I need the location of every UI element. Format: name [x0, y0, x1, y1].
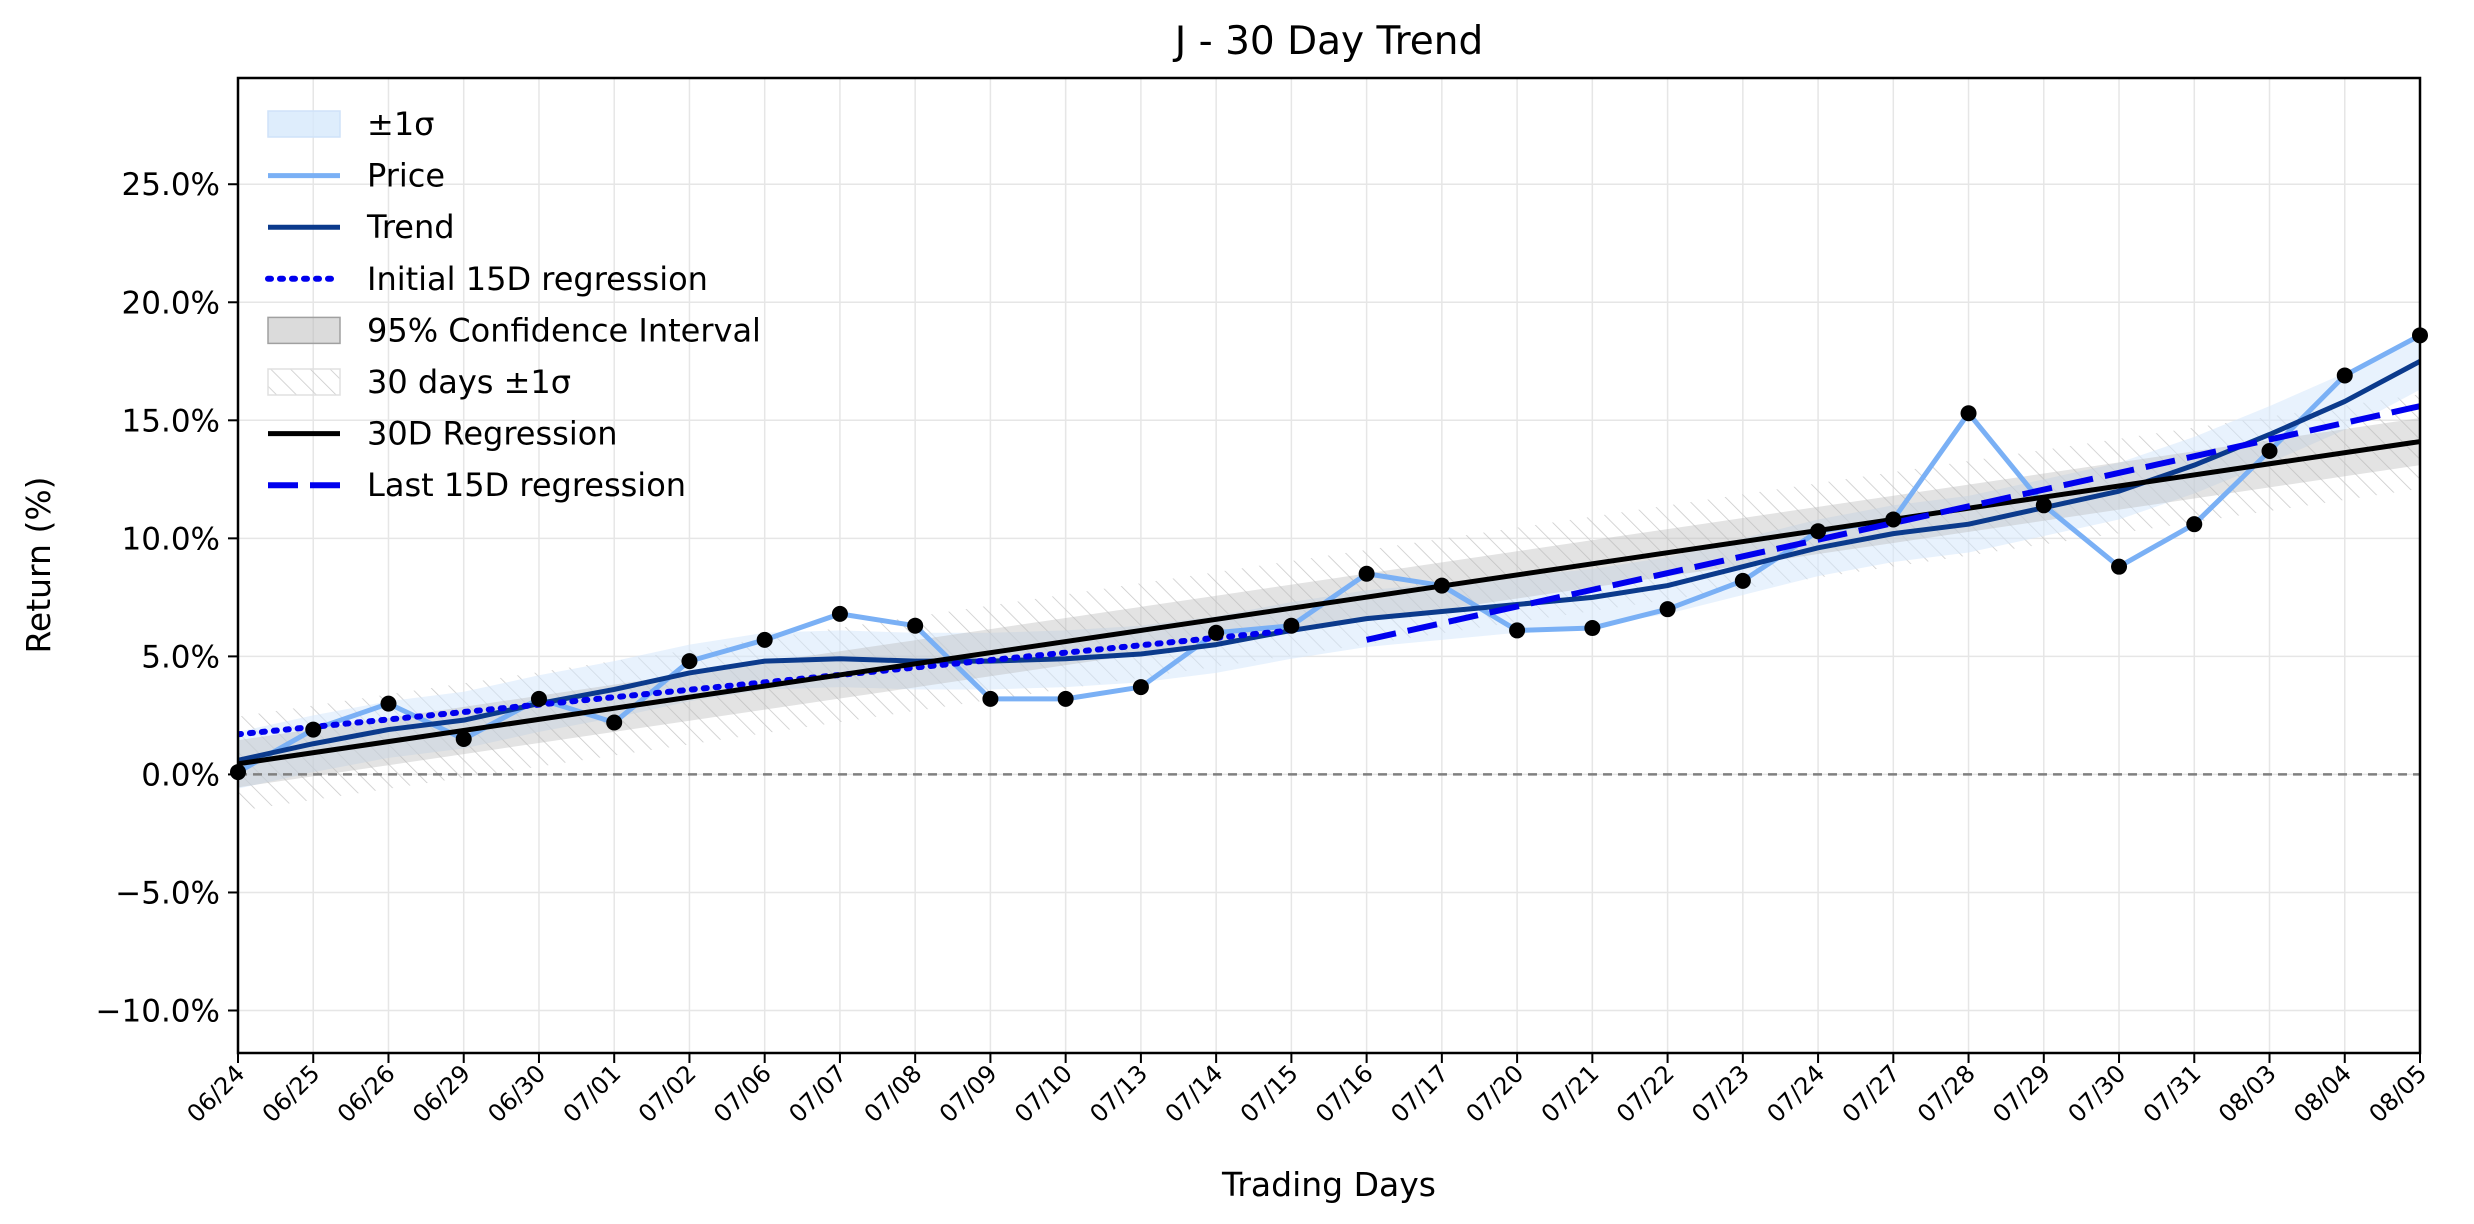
price-point — [681, 653, 698, 670]
price-points — [230, 327, 2428, 781]
grid — [237, 78, 2421, 1053]
x-tick-label: 06/29 — [407, 1059, 476, 1128]
price-point — [2186, 516, 2203, 533]
x-tick-label: 07/14 — [1160, 1059, 1229, 1128]
price-point — [1358, 565, 1375, 582]
x-tick-label: 06/25 — [257, 1059, 326, 1128]
legend-label: Initial 15D regression — [367, 260, 708, 298]
y-tick-label: 10.0% — [122, 521, 220, 557]
y-tick-label: 25.0% — [122, 167, 220, 203]
chart-title: J - 30 Day Trend — [1172, 19, 1484, 64]
x-axis-label: Trading Days — [1221, 1165, 1436, 1204]
legend-label: 95% Confidence Interval — [367, 311, 761, 349]
x-tick-label: 07/17 — [1385, 1059, 1454, 1128]
price-point — [1208, 624, 1225, 641]
price-point — [1057, 690, 1074, 707]
x-tick-label: 07/31 — [2138, 1059, 2207, 1128]
x-tick-label: 07/29 — [1987, 1059, 2056, 1128]
price-point — [1509, 622, 1526, 639]
x-tick-label: 07/16 — [1310, 1059, 1379, 1128]
price-point — [455, 731, 472, 748]
x-tick-label: 08/03 — [2213, 1059, 2282, 1128]
x-tick-label: 07/08 — [859, 1059, 928, 1128]
price-point — [1433, 577, 1450, 594]
x-tick-label: 07/20 — [1461, 1059, 1530, 1128]
legend: ±1σ Price Trend Initial 15D regression 95% C… — [265, 105, 761, 504]
legend-swatch — [267, 316, 341, 345]
price-point — [2261, 443, 2278, 460]
price-point — [907, 617, 924, 634]
x-tick-label: 07/02 — [633, 1059, 702, 1128]
y-axis-label: Return (%) — [19, 476, 58, 653]
legend-swatch — [267, 368, 341, 396]
series-lines — [238, 333, 2420, 775]
x-tick-label: 08/04 — [2288, 1059, 2357, 1128]
legend-label: 30D Regression — [367, 415, 618, 453]
legend-label: Price — [367, 157, 445, 195]
price-line — [238, 333, 2420, 775]
legend-label: Last 15D regression — [367, 466, 686, 504]
y-tick-label: −10.0% — [96, 994, 220, 1030]
legend-label: Trend — [366, 208, 455, 246]
x-tick-label: 07/07 — [783, 1059, 852, 1128]
y-tick-label: 5.0% — [141, 639, 220, 675]
price-point — [530, 690, 547, 707]
price-point — [606, 714, 623, 731]
legend-swatch — [267, 110, 341, 138]
x-tick-label: 07/10 — [1009, 1059, 1078, 1128]
regression-30d-line — [238, 439, 2420, 767]
y-tick-label: 15.0% — [122, 403, 220, 439]
x-tick-label: 07/27 — [1837, 1059, 1906, 1128]
price-point — [1810, 523, 1827, 540]
price-point — [831, 605, 848, 622]
price-point — [1132, 679, 1149, 696]
x-tick-label: 07/23 — [1686, 1059, 1755, 1128]
y-tick-label: 20.0% — [122, 285, 220, 321]
price-point — [380, 695, 397, 712]
price-point — [305, 721, 322, 738]
price-point — [1283, 617, 1300, 634]
price-point — [2111, 558, 2128, 575]
x-tick-label: 07/09 — [934, 1059, 1003, 1128]
x-tick-label: 07/24 — [1762, 1059, 1831, 1128]
y-tick-label: −5.0% — [115, 875, 220, 911]
band-sigma — [238, 332, 2420, 789]
y-tick-label: 0.0% — [141, 757, 220, 793]
bands — [238, 332, 2420, 812]
x-tick-label: 07/28 — [1912, 1059, 1981, 1128]
trend-line — [238, 359, 2420, 763]
price-point — [1734, 572, 1751, 589]
legend-label: ±1σ — [367, 105, 434, 143]
initial-15d-regression-line — [238, 627, 1295, 738]
plot-frame — [236, 76, 2422, 1055]
x-tick-label: 06/24 — [182, 1059, 251, 1128]
price-point — [982, 690, 999, 707]
price-point — [2035, 497, 2052, 514]
x-tick-label: 07/13 — [1084, 1059, 1153, 1128]
x-tick-label: 06/30 — [482, 1059, 551, 1128]
x-tick-label: 08/05 — [2364, 1059, 2433, 1128]
price-point — [1584, 620, 1601, 637]
price-point — [2336, 367, 2353, 384]
x-tick-label: 07/06 — [708, 1059, 777, 1128]
x-tick-label: 07/22 — [1611, 1059, 1680, 1128]
price-point — [1960, 405, 1977, 422]
price-point — [1659, 601, 1676, 618]
x-tick-label: 07/30 — [2063, 1059, 2132, 1128]
x-tick-label: 07/15 — [1235, 1059, 1304, 1128]
x-tick-label: 07/21 — [1536, 1059, 1605, 1128]
price-point — [1885, 511, 1902, 528]
last-15d-regression-line — [1365, 403, 2420, 643]
x-tick-label: 06/26 — [332, 1059, 401, 1128]
price-point — [756, 631, 773, 648]
legend-label: 30 days ±1σ — [367, 363, 571, 401]
x-axis: 06/24 06/25 06/26 06/29 06/30 07/01 07/02 07/06… — [182, 1053, 2433, 1128]
x-tick-label: 07/01 — [558, 1059, 627, 1128]
y-axis: −10.0% −5.0% 0.0% 5.0% 10.0% 15.0% 20.0% 25.0% — [96, 167, 238, 1030]
